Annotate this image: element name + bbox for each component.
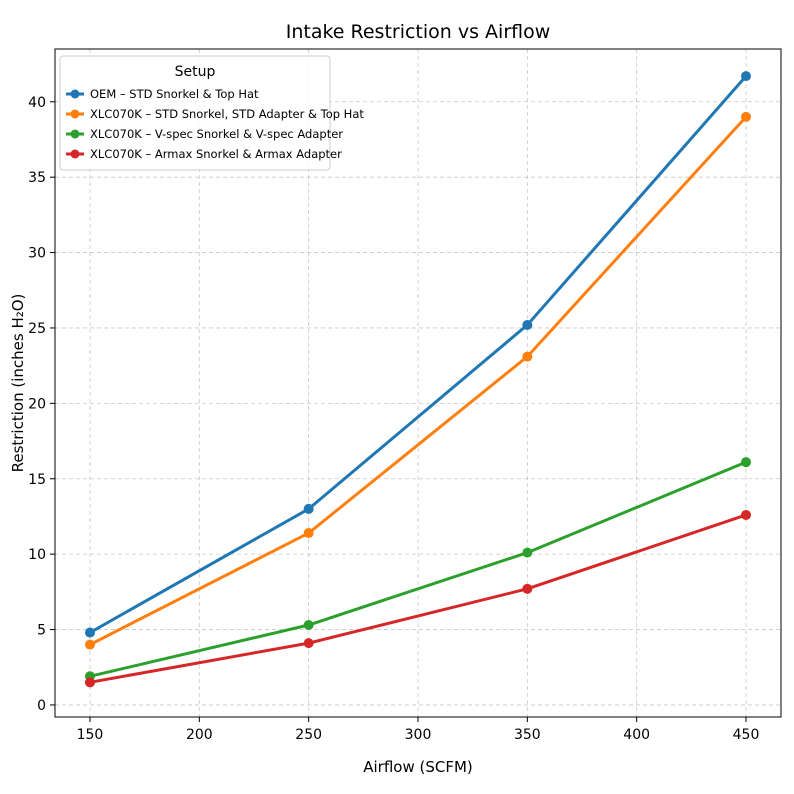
data-point bbox=[84, 677, 95, 688]
data-point bbox=[741, 457, 752, 468]
legend: Setup OEM – STD Snorkel & Top Hat XLC070K… bbox=[59, 55, 364, 171]
x-tick-label: 350 bbox=[514, 727, 541, 743]
data-point bbox=[741, 509, 752, 520]
data-point bbox=[522, 351, 533, 362]
series-lines bbox=[84, 71, 752, 688]
legend-marker bbox=[70, 129, 80, 139]
legend-item: XLC070K – Armax Snorkel & Armax Adapter bbox=[66, 147, 342, 161]
data-point bbox=[522, 583, 533, 594]
legend-marker bbox=[70, 149, 80, 159]
series-line bbox=[89, 115, 748, 646]
x-axis-title: Airflow (SCFM) bbox=[363, 758, 473, 776]
series-line bbox=[89, 460, 747, 678]
y-axis-title: Restriction (inches H₂O) bbox=[9, 294, 27, 473]
axis-ticks: 150 200 250 300 350 400 450 0 5 10 15 20 25 30 35 40 bbox=[28, 95, 759, 743]
data-point bbox=[84, 627, 95, 638]
series-line bbox=[89, 513, 747, 684]
y-tick-label: 10 bbox=[28, 547, 46, 563]
legend-marker bbox=[70, 109, 80, 119]
legend-item: XLC070K – V-spec Snorkel & V-spec Adapte… bbox=[66, 127, 343, 141]
data-point bbox=[741, 71, 752, 82]
series-3 bbox=[84, 457, 752, 682]
legend-label: OEM – STD Snorkel & Top Hat bbox=[90, 87, 259, 101]
legend-label: XLC070K – Armax Snorkel & Armax Adapter bbox=[90, 147, 342, 161]
x-tick-label: 300 bbox=[405, 727, 432, 743]
data-point bbox=[303, 620, 314, 631]
data-point bbox=[303, 638, 314, 649]
series-1 bbox=[84, 71, 752, 638]
legend-items: OEM – STD Snorkel & Top Hat XLC070K – STD… bbox=[66, 87, 364, 161]
y-tick-label: 15 bbox=[28, 472, 46, 488]
legend-marker bbox=[70, 89, 80, 99]
series-4 bbox=[84, 509, 752, 688]
x-tick-label: 400 bbox=[623, 727, 650, 743]
y-tick-label: 40 bbox=[28, 95, 46, 111]
data-point bbox=[84, 639, 95, 650]
chart-title: Intake Restriction vs Airflow bbox=[286, 21, 551, 43]
y-tick-label: 5 bbox=[37, 623, 46, 639]
y-tick-label: 0 bbox=[37, 698, 46, 714]
data-point bbox=[303, 503, 314, 514]
legend-label: XLC070K – STD Snorkel, STD Adapter & Top… bbox=[90, 107, 364, 121]
x-tick-label: 150 bbox=[77, 727, 104, 743]
legend-box bbox=[59, 55, 331, 171]
grid-lines bbox=[55, 49, 781, 717]
x-tick-label: 250 bbox=[295, 727, 322, 743]
legend-item: OEM – STD Snorkel & Top Hat bbox=[66, 87, 259, 101]
y-tick-label: 20 bbox=[28, 396, 46, 412]
data-point bbox=[741, 111, 752, 122]
data-point bbox=[303, 528, 314, 539]
data-point bbox=[522, 547, 533, 558]
series-2 bbox=[84, 111, 752, 650]
y-tick-label: 30 bbox=[28, 246, 46, 262]
legend-title: Setup bbox=[175, 64, 216, 80]
y-tick-label: 35 bbox=[28, 170, 46, 186]
data-point bbox=[522, 319, 533, 330]
x-tick-label: 200 bbox=[186, 727, 213, 743]
x-tick-label: 450 bbox=[733, 727, 760, 743]
series-line bbox=[89, 75, 748, 634]
legend-item: XLC070K – STD Snorkel, STD Adapter & Top… bbox=[66, 107, 364, 121]
legend-label: XLC070K – V-spec Snorkel & V-spec Adapte… bbox=[90, 127, 343, 141]
y-tick-label: 25 bbox=[28, 321, 46, 337]
